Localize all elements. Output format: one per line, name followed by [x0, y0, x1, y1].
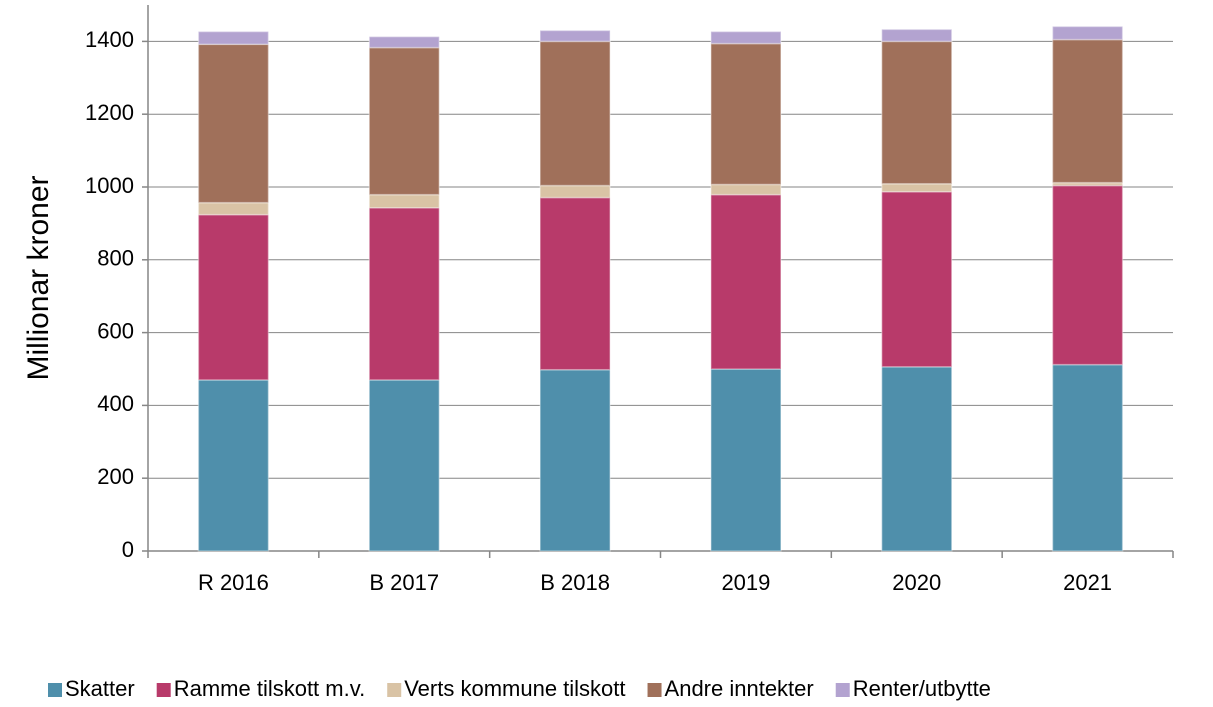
bar-segment — [710, 42, 782, 186]
bar-segment — [1051, 363, 1124, 552]
legend-swatch — [387, 683, 402, 697]
y-tick-label: 0 — [122, 537, 134, 562]
x-tick-label: B 2018 — [540, 570, 610, 595]
legend-item: Skatter — [48, 676, 135, 701]
bar-segment — [197, 43, 270, 204]
bar-segment — [881, 28, 953, 43]
x-tick-label: 2019 — [721, 570, 770, 595]
bar-segment — [539, 196, 611, 371]
bar-segment — [881, 366, 953, 552]
bar-segment — [1051, 25, 1124, 41]
bar-segment — [539, 29, 611, 43]
legend-label: Ramme tilskott m.v. — [174, 676, 366, 701]
bar-segment — [881, 40, 953, 185]
y-tick-label: 1000 — [85, 173, 134, 198]
bar-segment — [539, 184, 611, 199]
bar-segment — [368, 193, 440, 209]
y-axis-label: Millionar kroner — [22, 175, 55, 380]
bar-segment — [539, 368, 611, 552]
bar-segment — [197, 213, 270, 381]
bar-segment — [710, 30, 782, 45]
y-tick-label: 1200 — [85, 100, 134, 125]
bar-segment — [881, 182, 953, 193]
bar-segment — [368, 35, 440, 49]
legend-swatch — [647, 683, 662, 697]
x-tick-label: 2020 — [892, 570, 941, 595]
y-tick-label: 1400 — [85, 27, 134, 52]
bar-segment — [197, 201, 270, 216]
y-tick-label: 400 — [97, 391, 134, 416]
y-tick-label: 800 — [97, 246, 134, 271]
legend-swatch — [48, 683, 62, 697]
bar-segment — [197, 30, 270, 46]
bar-segment — [881, 190, 953, 368]
legend-item: Verts kommune tilskott — [387, 676, 626, 701]
legend-label: Renter/utbytte — [853, 676, 991, 701]
bar-segment — [710, 183, 782, 196]
legend-swatch — [835, 683, 850, 697]
bar-segment — [1051, 38, 1124, 184]
x-tick-label: R 2016 — [198, 570, 269, 595]
bar-segment — [368, 46, 440, 196]
legend-item: Ramme tilskott m.v. — [156, 676, 366, 701]
bar-segment — [197, 379, 270, 552]
legend-label: Andre inntekter — [665, 676, 814, 701]
bar-segment — [368, 206, 440, 381]
bar-segment — [368, 379, 440, 552]
legend-label: Verts kommune tilskott — [404, 676, 625, 701]
legend-item: Renter/utbytte — [835, 676, 991, 701]
y-tick-label: 200 — [97, 464, 134, 489]
y-tick-label: 600 — [97, 318, 134, 343]
legend-item: Andre inntekter — [647, 676, 814, 701]
bar-segment — [710, 368, 782, 552]
bar-segment — [710, 193, 782, 370]
legend-label: Skatter — [65, 676, 135, 701]
legend-swatch — [156, 683, 171, 697]
x-tick-label: 2021 — [1063, 570, 1112, 595]
bar-segment — [539, 40, 611, 187]
x-tick-label: B 2017 — [369, 570, 439, 595]
bar-segment — [1051, 184, 1124, 366]
